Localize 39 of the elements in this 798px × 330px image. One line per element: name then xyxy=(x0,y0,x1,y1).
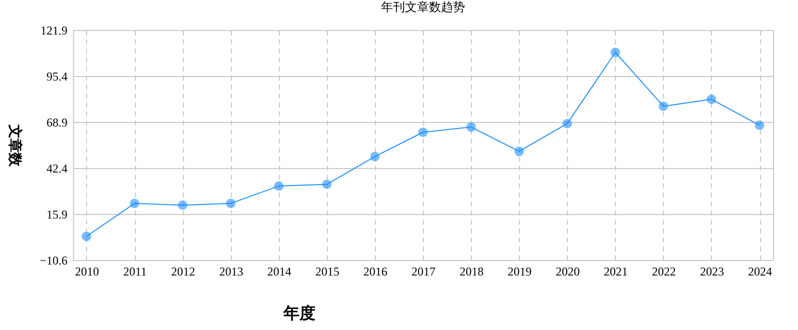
point xyxy=(178,200,188,210)
point xyxy=(418,128,428,137)
point xyxy=(658,101,668,111)
point xyxy=(610,48,620,58)
x-tick-label: 2011 xyxy=(123,264,147,278)
point xyxy=(514,146,524,156)
x-tick-label: 2022 xyxy=(652,264,676,278)
y-tick-label: 15.9 xyxy=(46,208,68,222)
chart-title: 年刊文章数趋势 xyxy=(381,0,465,14)
point xyxy=(370,152,380,162)
point xyxy=(562,118,572,128)
y-tick-label: −10.6 xyxy=(40,254,68,268)
y-tick-label: 42.4 xyxy=(46,162,68,176)
x-tick-label: 2012 xyxy=(171,264,196,278)
x-tick-label: 2013 xyxy=(219,264,244,278)
x-tick-label: 2021 xyxy=(604,264,628,278)
x-tick-label: 2017 xyxy=(412,264,436,278)
point xyxy=(82,232,92,242)
x-tick-label: 2023 xyxy=(700,264,724,278)
y-tick-label: 68.9 xyxy=(46,116,68,130)
y-tick-label: 95.4 xyxy=(46,70,68,84)
point xyxy=(754,120,764,130)
point xyxy=(322,180,332,190)
y-axis-title: 文章数 xyxy=(6,124,24,168)
x-tick-label: 2016 xyxy=(363,264,388,278)
x-tick-label: 2010 xyxy=(74,264,99,278)
point xyxy=(466,122,476,132)
x-tick-label: 2014 xyxy=(267,264,292,278)
x-tick-label: 2015 xyxy=(315,264,340,278)
x-tick-label: 2020 xyxy=(556,264,580,278)
x-tick-label: 2018 xyxy=(460,264,484,278)
point xyxy=(226,198,236,208)
x-tick-label: 2024 xyxy=(748,264,772,278)
point xyxy=(706,94,716,104)
point xyxy=(274,181,284,191)
x-axis-title: 年度 xyxy=(282,304,316,322)
y-tick-label: 121.9 xyxy=(40,24,68,38)
x-tick-label: 2019 xyxy=(508,264,532,278)
point xyxy=(130,198,140,208)
